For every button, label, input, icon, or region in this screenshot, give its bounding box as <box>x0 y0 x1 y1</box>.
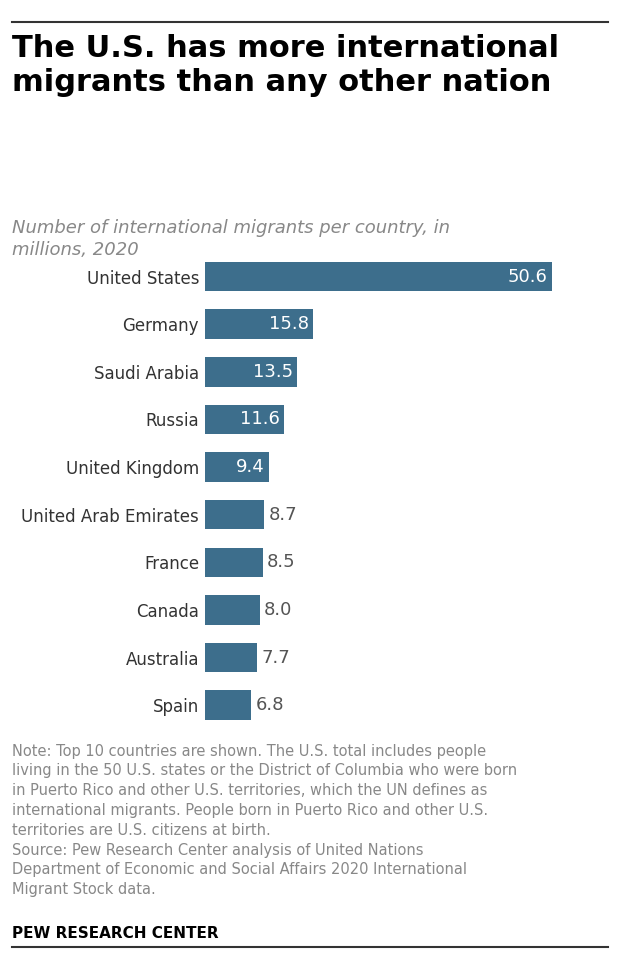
Bar <box>205 309 313 339</box>
Bar <box>205 357 297 387</box>
Text: 9.4: 9.4 <box>236 458 265 476</box>
Text: 11.6: 11.6 <box>240 410 280 429</box>
Text: 50.6: 50.6 <box>508 267 548 286</box>
Text: 8.0: 8.0 <box>264 601 292 619</box>
Bar <box>205 642 257 673</box>
Text: Number of international migrants per country, in
millions, 2020: Number of international migrants per cou… <box>12 219 450 259</box>
Bar <box>205 452 269 482</box>
Bar <box>205 690 251 720</box>
Text: 8.7: 8.7 <box>268 505 297 524</box>
Text: 8.5: 8.5 <box>267 553 296 572</box>
Bar <box>205 404 284 434</box>
Text: 6.8: 6.8 <box>255 696 284 714</box>
Text: 15.8: 15.8 <box>269 315 309 333</box>
Bar <box>205 595 260 625</box>
Text: 13.5: 13.5 <box>253 363 293 381</box>
Bar <box>205 547 263 577</box>
Bar <box>205 261 552 292</box>
Text: PEW RESEARCH CENTER: PEW RESEARCH CENTER <box>12 926 219 941</box>
Text: 7.7: 7.7 <box>262 648 290 667</box>
Text: The U.S. has more international
migrants than any other nation: The U.S. has more international migrants… <box>12 34 559 96</box>
Bar <box>205 500 264 530</box>
Text: Note: Top 10 countries are shown. The U.S. total includes people
living in the 5: Note: Top 10 countries are shown. The U.… <box>12 744 518 897</box>
